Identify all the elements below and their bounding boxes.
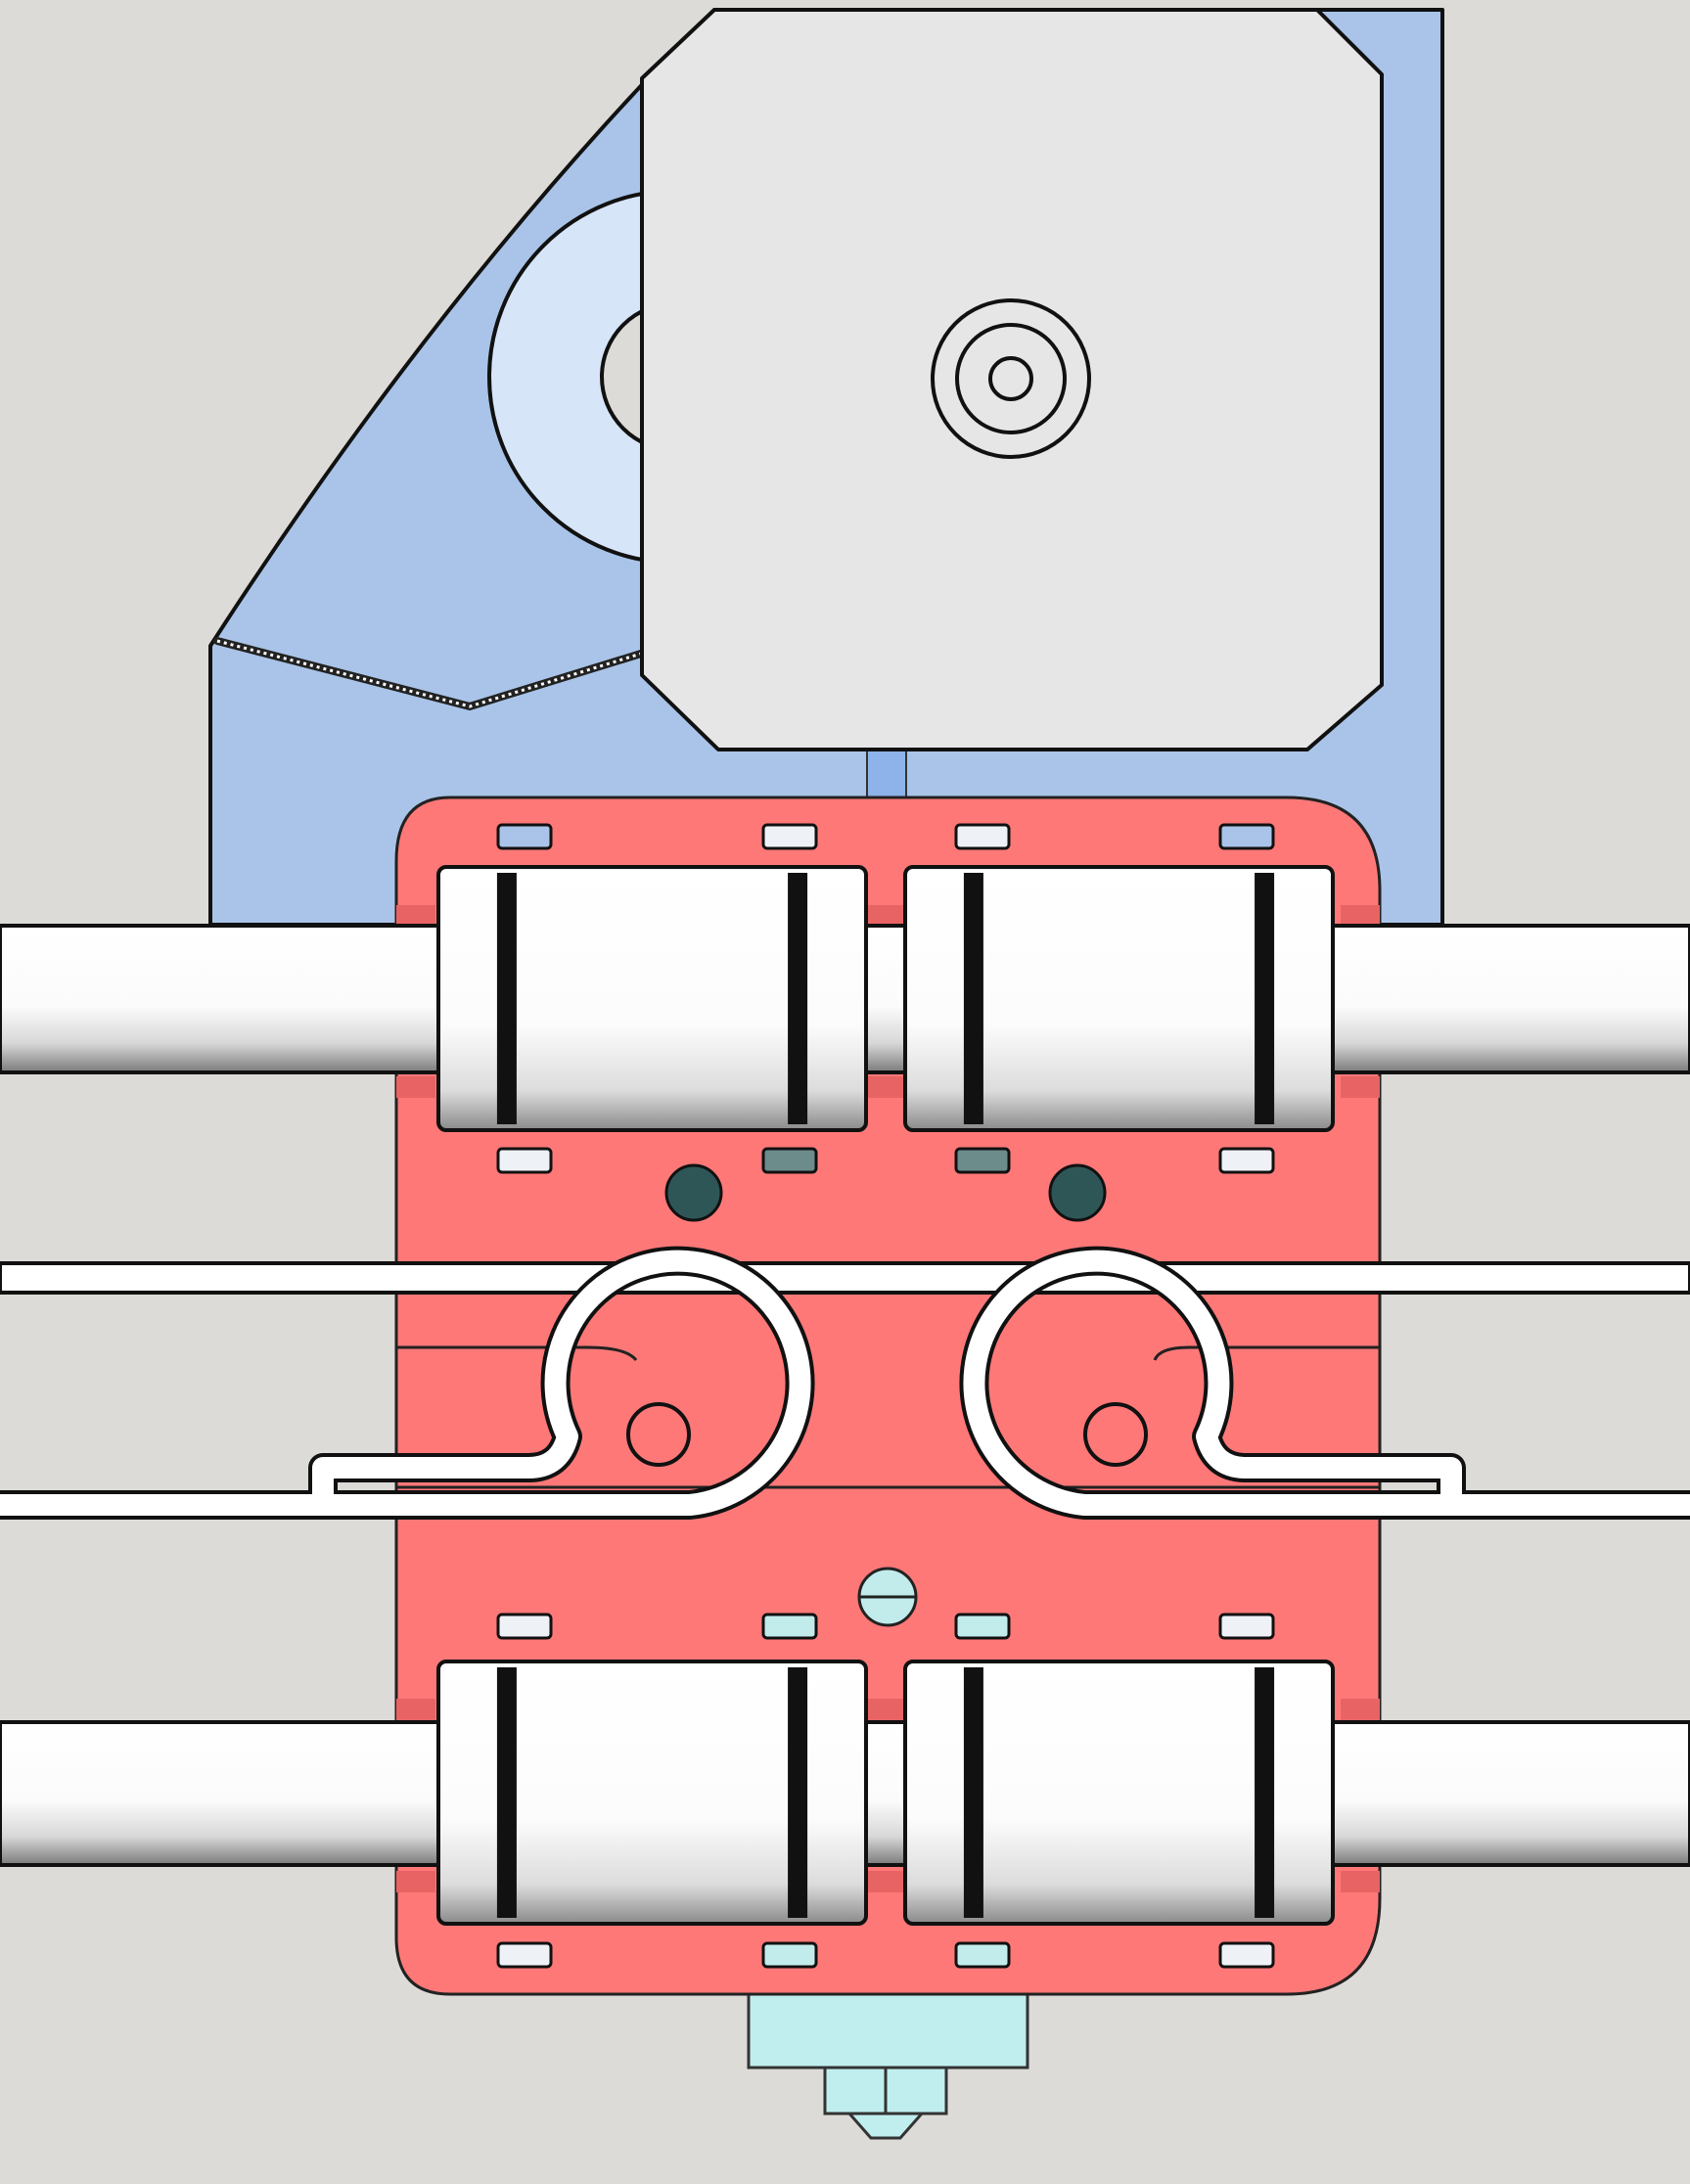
hotend-nozzle [747,1989,1029,2140]
mounting-slot [1218,1941,1275,1969]
mounting-slot [761,1613,818,1640]
mounting-slots [496,823,1275,1969]
linear-bearing [436,865,868,1132]
mounting-slot [496,1147,553,1174]
mounting-slot [1218,1613,1275,1640]
linear-bearing [903,865,1335,1132]
linear-bearings [436,865,1335,1926]
mounting-holes [664,1163,1107,1222]
mounting-slot [496,823,553,850]
belt-clamp-right [959,1246,1690,1520]
mounting-hole [664,1163,723,1222]
linear-bearing [436,1660,868,1926]
stepper-motor [640,8,1384,751]
mounting-slot [1218,823,1275,850]
belt-upper [0,1261,1690,1295]
belt-clamp-left [0,1246,815,1520]
shaft [866,748,907,798]
mounting-slot [954,1147,1011,1174]
mounting-slot [954,1941,1011,1969]
clamp-bolt-icon [1083,1402,1148,1467]
linear-bearing [903,1660,1335,1926]
mounting-slot [761,1147,818,1174]
mounting-slot [761,823,818,850]
mounting-slot [761,1941,818,1969]
center-screw-icon [857,1567,918,1627]
mounting-slot [954,823,1011,850]
mounting-slot [496,1613,553,1640]
mounting-slot [496,1941,553,1969]
mounting-slot [954,1613,1011,1640]
clamp-bolt-icon [626,1402,691,1467]
mounting-slot [1218,1147,1275,1174]
mounting-hole [1048,1163,1107,1222]
motor-shaft-icon [931,298,1091,459]
